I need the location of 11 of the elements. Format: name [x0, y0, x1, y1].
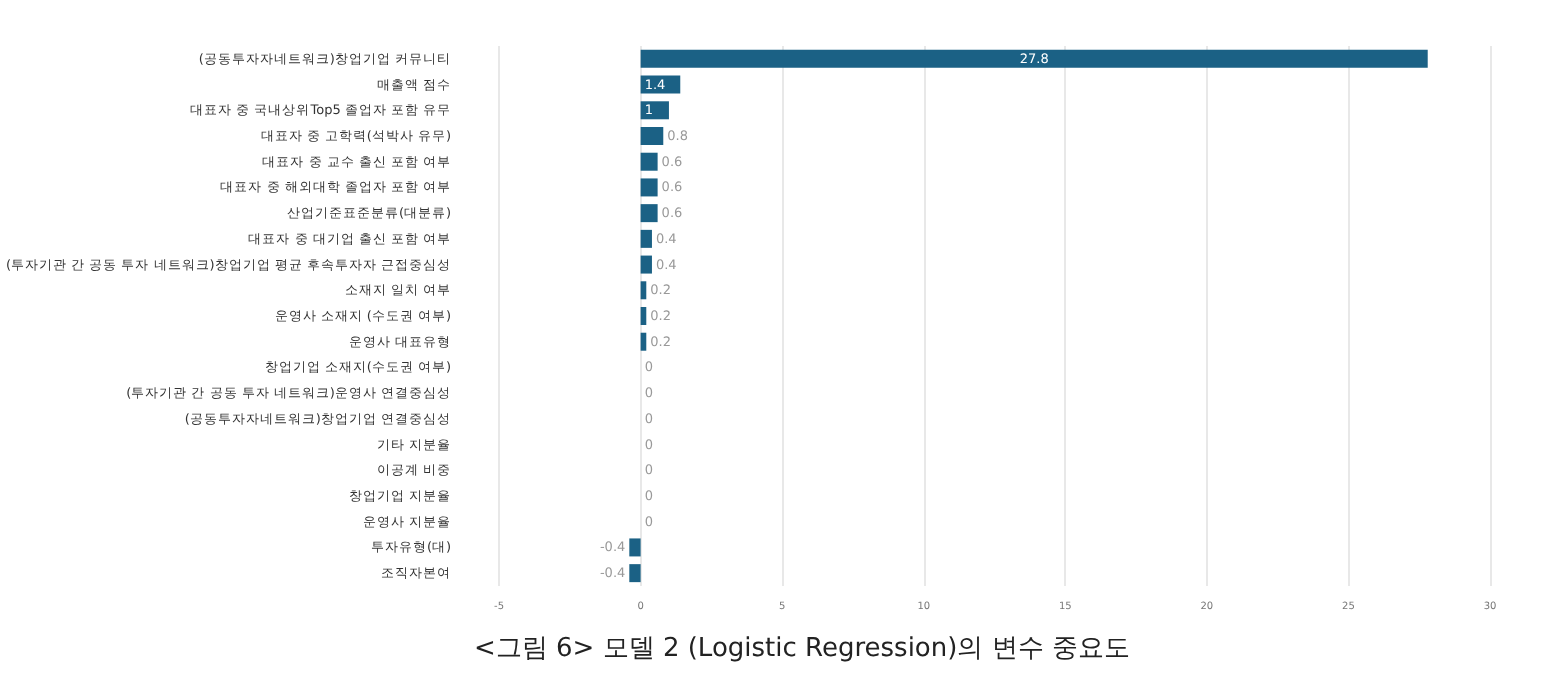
bar — [640, 49, 1428, 68]
bar — [640, 152, 658, 171]
bar — [640, 229, 652, 248]
bar — [629, 538, 641, 557]
text: <그림 6> 모델 2 (Logistic Regression)의 변수 중요도 — [474, 634, 1130, 664]
bar — [629, 564, 641, 583]
bar — [640, 255, 652, 274]
bar — [640, 178, 658, 197]
bar — [640, 127, 664, 145]
bar — [640, 204, 658, 223]
bar — [640, 101, 669, 120]
